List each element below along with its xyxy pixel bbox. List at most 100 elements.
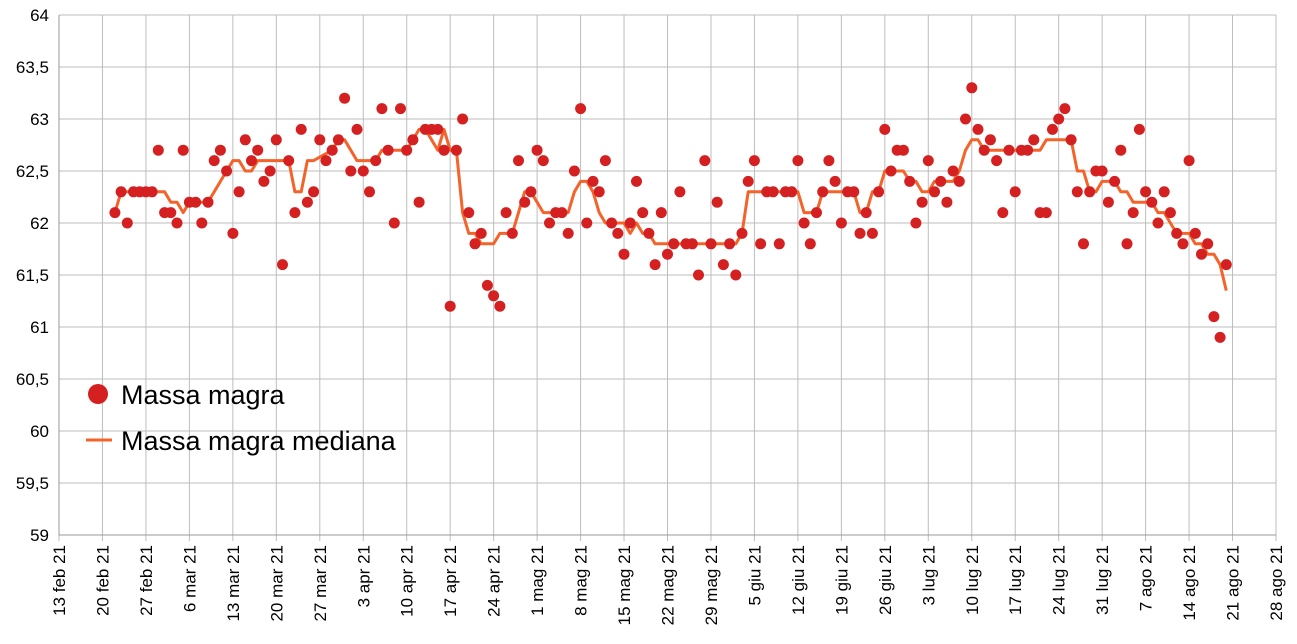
data-point	[444, 300, 456, 312]
data-point	[711, 196, 723, 208]
data-point	[568, 165, 580, 177]
data-point	[314, 134, 326, 146]
x-tick-label: 7 ago 21	[1137, 545, 1156, 611]
data-point	[252, 144, 264, 156]
data-point	[295, 123, 307, 135]
data-point	[922, 155, 934, 167]
data-point	[475, 227, 487, 239]
data-point	[1189, 227, 1201, 239]
data-point	[854, 227, 866, 239]
data-point	[370, 155, 382, 167]
data-point	[693, 269, 704, 281]
x-tick-label: 5 giu 21	[745, 545, 764, 606]
data-point	[1152, 217, 1164, 229]
data-point	[1065, 134, 1077, 146]
data-point	[345, 165, 357, 177]
data-point	[612, 227, 624, 239]
data-point	[152, 144, 164, 156]
data-point	[593, 186, 605, 198]
legend-label-massa-magra-mediana: Massa magra mediana	[121, 426, 397, 456]
data-point	[686, 238, 698, 250]
x-tick-label: 20 feb 21	[93, 545, 112, 616]
data-point	[581, 217, 593, 229]
data-point	[239, 134, 251, 146]
x-tick-label: 19 giu 21	[832, 545, 851, 615]
data-point	[382, 144, 394, 156]
data-point	[804, 238, 816, 250]
data-point	[562, 227, 574, 239]
data-point	[1028, 134, 1040, 146]
data-point	[997, 207, 1009, 219]
data-point	[246, 155, 257, 167]
data-point	[1127, 207, 1139, 219]
data-point	[1009, 186, 1021, 198]
data-point	[1022, 144, 1034, 156]
data-point	[662, 248, 673, 260]
data-point	[587, 175, 599, 187]
x-tick-label: 28 ago 21	[1267, 545, 1286, 621]
legend-marker-massa-magra	[88, 384, 108, 404]
data-point	[606, 217, 618, 229]
data-point	[929, 186, 940, 198]
data-point	[525, 186, 537, 198]
data-point	[481, 279, 493, 291]
data-point	[835, 217, 847, 229]
x-tick-label: 21 ago 21	[1224, 545, 1243, 621]
data-point	[1109, 175, 1121, 187]
data-point	[879, 123, 891, 135]
x-tick-label: 6 mar 21	[180, 545, 199, 612]
data-point	[767, 186, 779, 198]
data-point	[1071, 186, 1083, 198]
data-point	[1053, 113, 1065, 125]
data-point	[748, 155, 760, 167]
data-point	[817, 186, 829, 198]
x-tick-label: 26 giu 21	[876, 545, 895, 615]
x-tick-label: 13 feb 21	[50, 545, 69, 616]
data-point	[1220, 259, 1232, 271]
x-tick-label: 22 mag 21	[659, 545, 678, 625]
x-tick-label: 3 lug 21	[919, 545, 938, 606]
data-point	[649, 259, 661, 271]
data-point	[736, 227, 748, 239]
data-point	[885, 165, 897, 177]
data-point	[364, 186, 375, 198]
x-tick-label: 17 apr 21	[441, 545, 460, 617]
data-point	[792, 155, 804, 167]
data-point	[289, 207, 301, 219]
x-tick-label: 27 mar 21	[311, 545, 330, 622]
data-point	[674, 186, 686, 198]
data-point	[457, 113, 469, 125]
data-point	[724, 238, 736, 250]
x-tick-label: 29 mag 21	[702, 545, 721, 625]
data-point	[655, 207, 667, 219]
data-point	[165, 207, 177, 219]
data-point	[953, 175, 965, 187]
data-point	[897, 144, 909, 156]
y-tick-label: 61	[30, 318, 49, 337]
data-point	[811, 207, 822, 219]
data-point	[941, 196, 953, 208]
y-axis-tick-labels: 59 59,5 60 60,5 61 61,5 62 62,5 63 63,5 64	[16, 6, 49, 545]
data-point	[1171, 227, 1183, 239]
data-point	[786, 186, 798, 198]
data-point	[221, 165, 233, 177]
data-point	[233, 186, 245, 198]
data-point	[705, 238, 717, 250]
data-point	[258, 175, 270, 187]
y-tick-label: 63,5	[16, 58, 49, 77]
x-axis-tick-labels: 13 feb 21 20 feb 21 27 feb 21 6 mar 21 13 ma…	[50, 545, 1286, 625]
data-point	[978, 144, 990, 156]
data-point	[1102, 196, 1114, 208]
data-point	[991, 155, 1003, 167]
x-tick-label: 17 lug 21	[1006, 545, 1025, 615]
data-point	[283, 155, 295, 167]
x-tick-label: 14 ago 21	[1180, 545, 1199, 621]
data-point	[537, 155, 549, 167]
data-point	[357, 165, 369, 177]
data-point	[935, 175, 947, 187]
data-point	[339, 92, 351, 104]
data-point	[388, 217, 400, 229]
data-point	[488, 290, 500, 302]
x-tick-label: 24 apr 21	[485, 545, 504, 617]
